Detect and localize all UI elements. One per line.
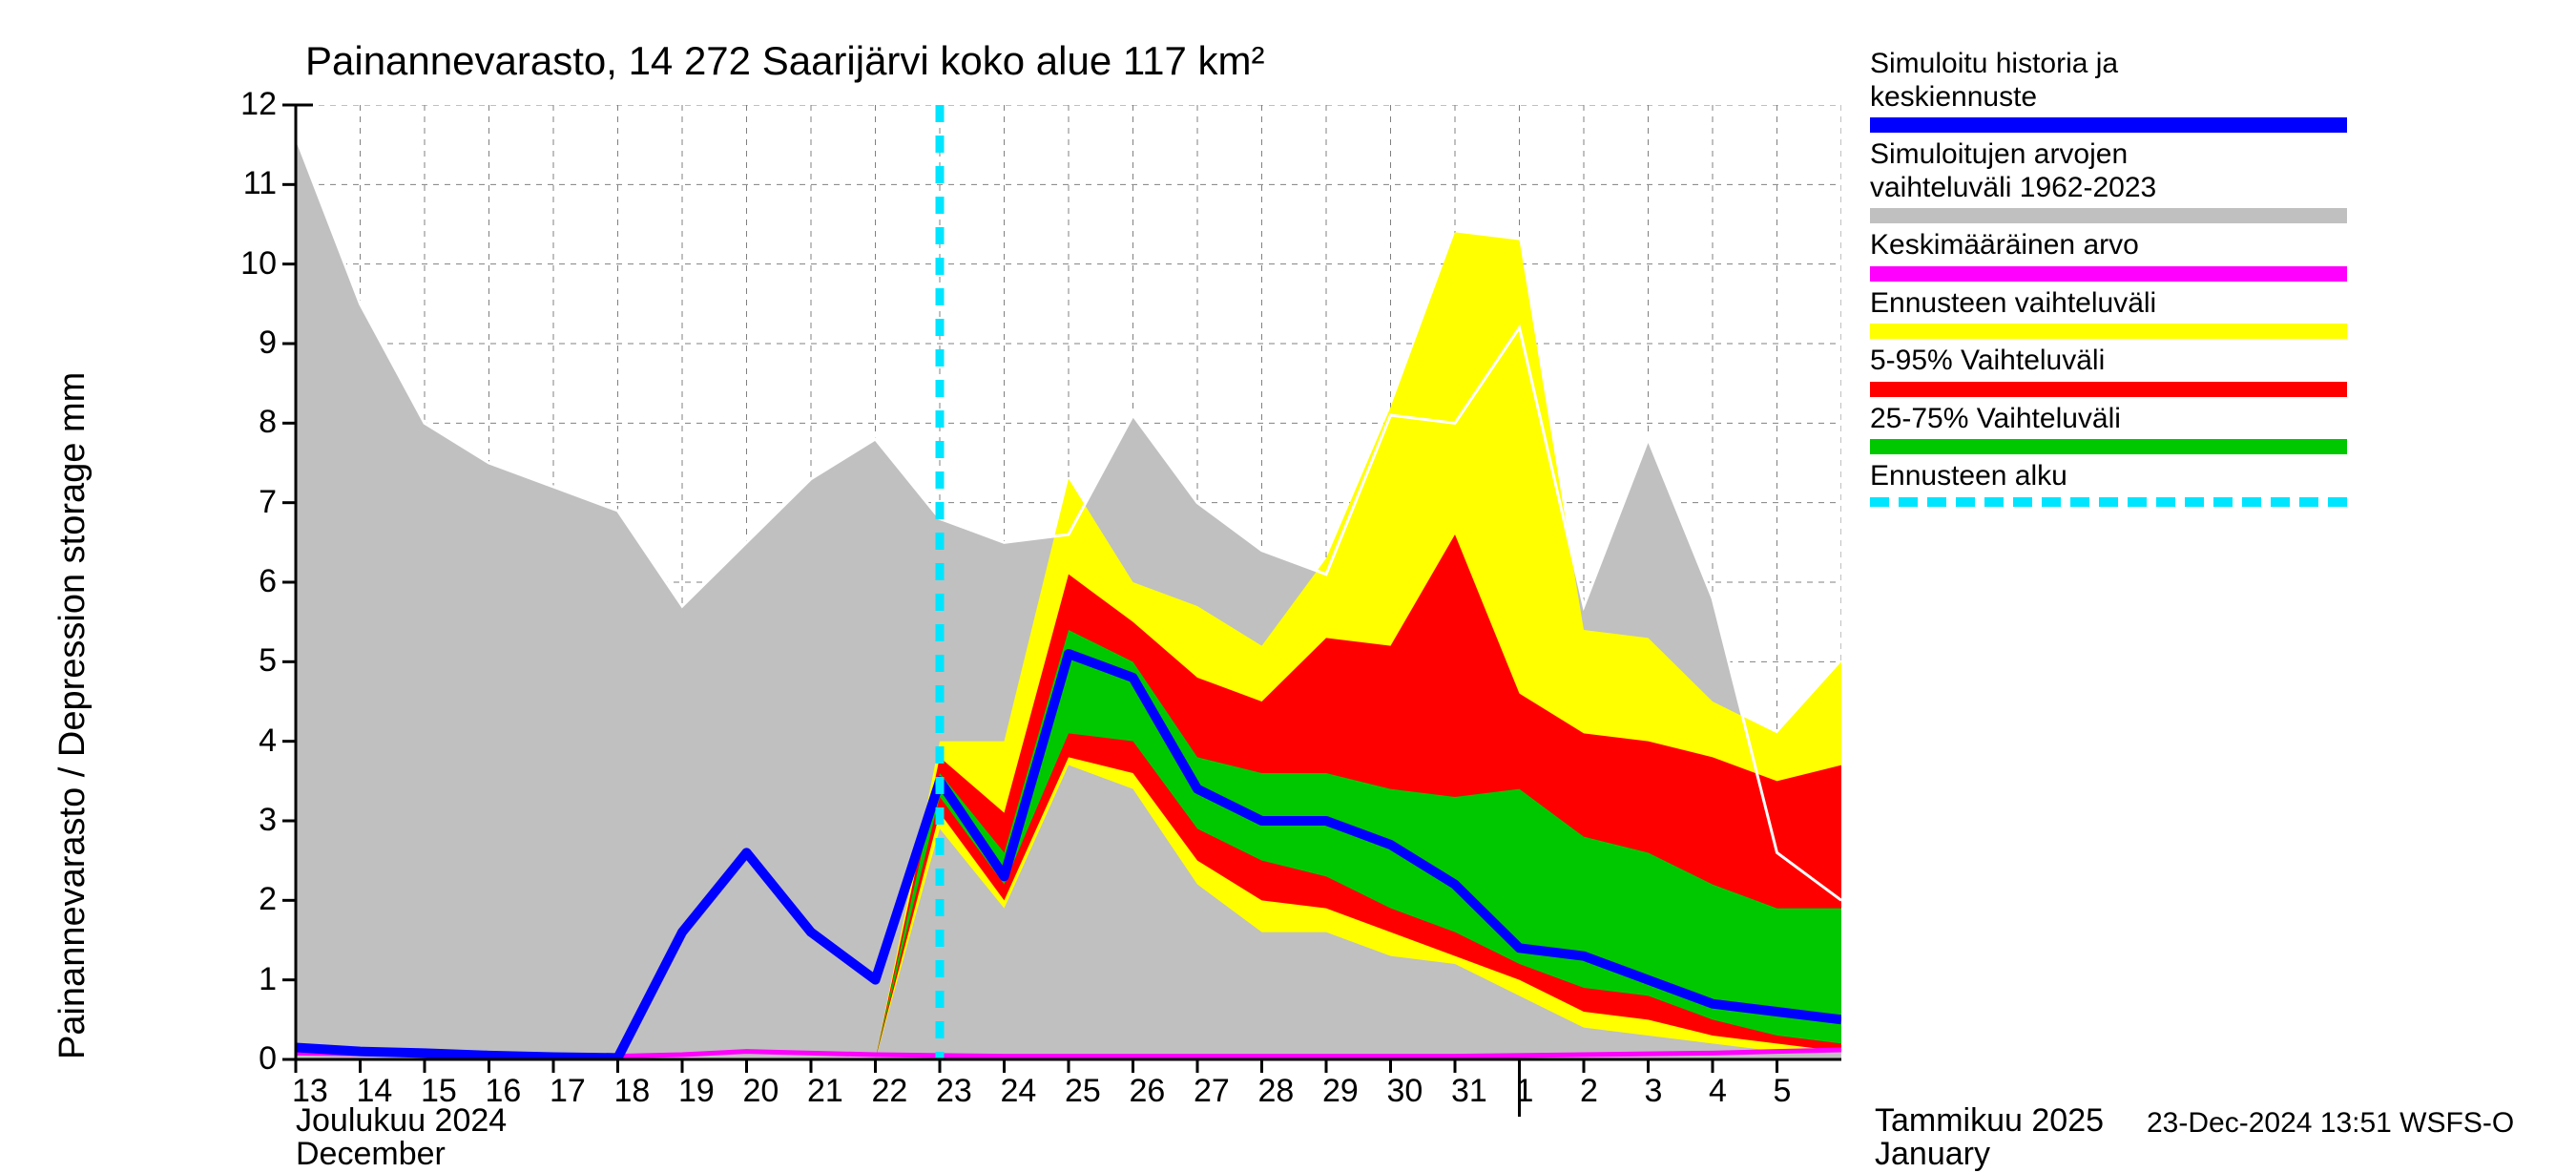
legend-swatch	[1870, 324, 2347, 339]
y-tick-label: 8	[200, 404, 277, 441]
legend-swatch	[1870, 497, 2347, 507]
x-tick-label: 25	[1065, 1073, 1101, 1110]
y-tick-label: 5	[200, 642, 277, 680]
legend-label: Simuloitujen arvojenvaihteluväli 1962-20…	[1870, 138, 2347, 204]
y-tick-label: 0	[200, 1040, 277, 1078]
legend-swatch	[1870, 439, 2347, 454]
x-tick-label: 28	[1258, 1073, 1295, 1110]
x-tick-label: 29	[1322, 1073, 1359, 1110]
y-tick-label: 2	[200, 881, 277, 918]
legend-entry: Simuloitu historia jakeskiennuste	[1870, 48, 2347, 133]
x-month-right-2: January	[1875, 1136, 1990, 1173]
x-tick-label: 3	[1645, 1073, 1663, 1110]
legend-entry: Ennusteen alku	[1870, 460, 2347, 507]
x-tick-label: 2	[1580, 1073, 1598, 1110]
legend-swatch	[1870, 208, 2347, 223]
legend-entry: Keskimääräinen arvo	[1870, 229, 2347, 282]
legend: Simuloitu historia jakeskiennuste Simuloi…	[1870, 48, 2347, 513]
y-tick-label: 11	[200, 165, 277, 202]
x-tick-label: 23	[936, 1073, 972, 1110]
legend-entry: Simuloitujen arvojenvaihteluväli 1962-20…	[1870, 138, 2347, 223]
legend-swatch	[1870, 117, 2347, 133]
footer-timestamp: 23-Dec-2024 13:51 WSFS-O	[2147, 1107, 2514, 1140]
x-tick-label: 27	[1194, 1073, 1230, 1110]
chart-title: Painannevarasto, 14 272 Saarijärvi koko …	[305, 38, 1264, 84]
y-tick-label: 4	[200, 723, 277, 760]
legend-label: 5-95% Vaihteluväli	[1870, 345, 2347, 378]
y-tick-label: 1	[200, 961, 277, 998]
x-month-left-1: Joulukuu 2024	[296, 1102, 507, 1140]
x-tick-label: 24	[1001, 1073, 1037, 1110]
x-tick-label: 5	[1774, 1073, 1792, 1110]
x-tick-label: 17	[550, 1073, 586, 1110]
x-tick-label: 21	[807, 1073, 843, 1110]
y-tick-label: 12	[200, 86, 277, 123]
x-tick-label: 30	[1387, 1073, 1423, 1110]
x-tick-label: 22	[872, 1073, 908, 1110]
legend-label: 25-75% Vaihteluväli	[1870, 403, 2347, 436]
y-tick-label: 10	[200, 245, 277, 283]
y-tick-label: 6	[200, 563, 277, 600]
y-tick-label: 9	[200, 325, 277, 362]
y-tick-label: 3	[200, 802, 277, 839]
legend-entry: Ennusteen vaihteluväli	[1870, 287, 2347, 340]
x-tick-label: 18	[614, 1073, 651, 1110]
x-tick-label: 19	[678, 1073, 715, 1110]
legend-entry: 5-95% Vaihteluväli	[1870, 345, 2347, 397]
x-month-left-2: December	[296, 1136, 446, 1173]
x-tick-label: 31	[1451, 1073, 1487, 1110]
x-tick-label: 1	[1516, 1073, 1534, 1110]
legend-swatch	[1870, 382, 2347, 397]
legend-label: Simuloitu historia jakeskiennuste	[1870, 48, 2347, 114]
y-axis-label: Painannevarasto / Depression storage mm	[52, 372, 93, 1059]
legend-swatch	[1870, 266, 2347, 282]
x-month-right-1: Tammikuu 2025	[1875, 1102, 2104, 1140]
x-tick-label: 4	[1709, 1073, 1727, 1110]
legend-label: Keskimääräinen arvo	[1870, 229, 2347, 262]
legend-entry: 25-75% Vaihteluväli	[1870, 403, 2347, 455]
x-tick-label: 26	[1130, 1073, 1166, 1110]
chart-container: Painannevarasto, 14 272 Saarijärvi koko …	[0, 0, 2576, 1145]
legend-label: Ennusteen alku	[1870, 460, 2347, 493]
legend-label: Ennusteen vaihteluväli	[1870, 287, 2347, 321]
y-tick-label: 7	[200, 484, 277, 521]
x-tick-label: 20	[743, 1073, 779, 1110]
